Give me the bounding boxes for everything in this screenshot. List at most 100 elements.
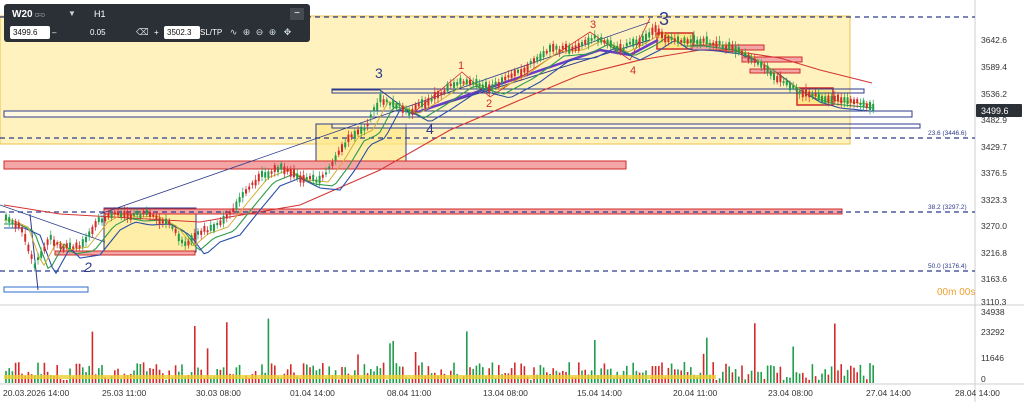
volume-bar bbox=[821, 373, 823, 383]
symbol-selector[interactable]: W20 CFD bbox=[12, 9, 45, 20]
candle bbox=[718, 40, 721, 46]
volume-tick: 11646 bbox=[981, 353, 1004, 363]
volume-tick: 0 bbox=[981, 374, 986, 384]
red-zone-3410[interactable] bbox=[3, 160, 627, 170]
candle bbox=[78, 245, 81, 249]
volume-decrement-button[interactable]: – bbox=[52, 28, 57, 37]
volume-bar bbox=[603, 363, 606, 383]
candle bbox=[197, 231, 199, 235]
volume-bar bbox=[194, 326, 196, 383]
timeframe-selector[interactable]: H1 bbox=[94, 9, 106, 19]
time-tick: 20.03.2026 14:00 bbox=[3, 388, 69, 398]
candle bbox=[705, 36, 708, 45]
ma-green-line[interactable] bbox=[4, 36, 873, 270]
time-tick: 08.04 11:00 bbox=[387, 388, 432, 398]
trendline-upper[interactable] bbox=[99, 21, 651, 215]
wave-path-purple[interactable] bbox=[411, 38, 659, 116]
red-zone-c[interactable] bbox=[749, 68, 801, 74]
candle bbox=[763, 64, 766, 70]
wave-path-blue[interactable] bbox=[332, 39, 651, 115]
trendline-left-drop[interactable] bbox=[29, 213, 39, 291]
volume-bar bbox=[840, 364, 842, 383]
ma-blue-line[interactable] bbox=[4, 40, 873, 275]
candle bbox=[766, 65, 769, 74]
volume-bar bbox=[14, 362, 17, 383]
candle bbox=[645, 33, 647, 42]
trendline-left[interactable] bbox=[0, 204, 106, 243]
buy-price-field[interactable]: 3502.3 bbox=[164, 26, 200, 39]
candle bbox=[59, 243, 62, 249]
volume-bar bbox=[702, 353, 705, 383]
sell-price-field[interactable]: 3499.6 bbox=[10, 26, 50, 39]
trash-icon[interactable]: ⌫ bbox=[136, 27, 149, 37]
candle bbox=[8, 217, 11, 223]
volume-bars[interactable] bbox=[4, 318, 874, 383]
blue-channel-2[interactable] bbox=[3, 110, 913, 118]
candle bbox=[357, 129, 359, 135]
candle bbox=[331, 162, 334, 166]
blue-channel-1[interactable] bbox=[331, 88, 865, 94]
candle bbox=[501, 77, 503, 83]
chevron-down-icon[interactable]: ▼ bbox=[68, 9, 76, 18]
volume-bar bbox=[357, 354, 359, 383]
candle bbox=[721, 45, 724, 49]
volume-bar bbox=[165, 379, 167, 383]
candle bbox=[72, 246, 75, 249]
volume-bar bbox=[744, 379, 746, 383]
candle bbox=[347, 134, 350, 143]
volume-bar bbox=[405, 377, 407, 383]
volume-bar bbox=[382, 362, 385, 383]
candle bbox=[385, 99, 388, 102]
price-tick: 3270.0 bbox=[981, 221, 1007, 231]
blue-channel-4[interactable] bbox=[3, 286, 89, 293]
volume-bar bbox=[210, 377, 212, 383]
candle bbox=[24, 234, 27, 242]
candle bbox=[136, 210, 139, 216]
candle bbox=[593, 34, 596, 39]
candle bbox=[811, 93, 814, 98]
volume-bar bbox=[101, 365, 103, 383]
candle bbox=[245, 189, 247, 194]
volume-bar bbox=[267, 318, 270, 383]
red-zone-3297[interactable] bbox=[103, 208, 843, 215]
candle bbox=[872, 103, 875, 111]
volume-increment-button[interactable]: + bbox=[154, 28, 159, 37]
candle bbox=[686, 39, 689, 44]
volume-bar bbox=[277, 377, 279, 383]
sltp-button[interactable]: SL/TP bbox=[200, 28, 223, 37]
volume-bar bbox=[814, 376, 817, 383]
candle bbox=[465, 79, 468, 85]
candle bbox=[113, 211, 116, 215]
line-chart-icon[interactable]: ∿ bbox=[229, 27, 238, 37]
candle bbox=[603, 40, 606, 44]
candle bbox=[14, 221, 17, 229]
candle bbox=[190, 235, 193, 242]
volume-field[interactable]: 0.05 bbox=[90, 28, 106, 37]
candle bbox=[606, 39, 609, 45]
minimize-button[interactable]: − bbox=[290, 8, 304, 20]
volume-bar bbox=[328, 366, 330, 383]
candle bbox=[85, 236, 87, 243]
red-zone-a[interactable] bbox=[691, 44, 765, 51]
move-icon[interactable]: ✥ bbox=[283, 27, 292, 37]
ma-red-line[interactable] bbox=[3, 49, 873, 223]
zoom-in-icon[interactable]: ⊕ bbox=[268, 27, 277, 37]
volume-bar bbox=[763, 378, 766, 383]
red-zone-d[interactable] bbox=[54, 250, 196, 256]
crosshair-icon[interactable]: ⊕ bbox=[242, 27, 251, 37]
price-tick: 3163.6 bbox=[981, 274, 1007, 284]
candle bbox=[117, 211, 119, 216]
candlesticks[interactable] bbox=[5, 21, 875, 272]
price-tick: 3642.6 bbox=[981, 35, 1007, 45]
candle bbox=[395, 103, 398, 109]
volume-bar bbox=[462, 376, 465, 383]
zoom-out-icon[interactable]: ⊖ bbox=[255, 27, 264, 37]
candle bbox=[737, 47, 740, 54]
trade-toolbar[interactable]: W20 CFD ▼ H1 − 3499.6 – 0.05 + 3502.3 SL/… bbox=[4, 4, 310, 42]
candle bbox=[741, 51, 743, 56]
blue-channel-3[interactable] bbox=[331, 123, 921, 129]
candle bbox=[181, 239, 183, 244]
volume-bar bbox=[626, 365, 628, 383]
candle bbox=[49, 234, 52, 240]
